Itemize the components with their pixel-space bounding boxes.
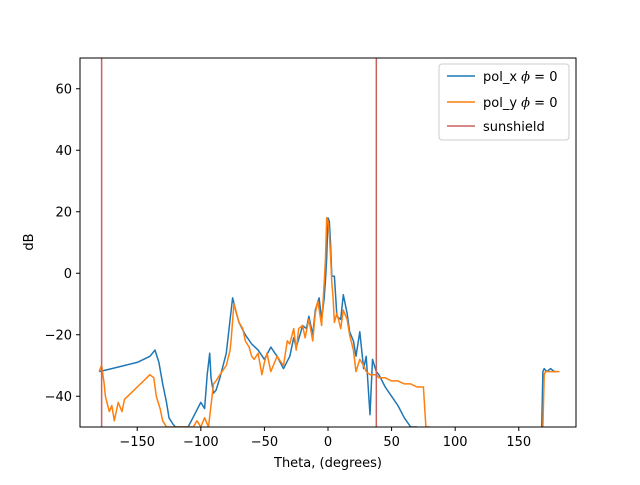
legend: pol_x ϕ = 0 pol_y ϕ = 0 sunshield [438,63,570,141]
series-line-pol-y [98,217,430,427]
y-tick-label: 40 [55,144,72,159]
x-tick-label: −150 [119,435,155,450]
y-axis-label: dB [22,233,37,250]
series-line-segment-3 [542,370,560,427]
x-ticks: −150 −100 −50 0 50 100 150 [119,427,531,450]
legend-label-pol-y: pol_y ϕ = 0 [483,96,557,111]
x-tick-label: 50 [383,435,400,450]
y-ticks: −40 −20 0 20 40 60 [45,82,80,405]
x-tick-label: 0 [324,435,332,450]
x-axis-label: Theta, (degrees) [273,456,382,471]
y-tick-label: −40 [45,390,72,405]
legend-item-pol-x: pol_x ϕ = 0 [447,70,557,85]
legend-item-sunshield: sunshield [447,120,545,135]
legend-box [438,63,570,141]
x-tick-label: 100 [443,435,468,450]
y-tick-label: 0 [64,267,72,282]
y-tick-label: 60 [55,82,72,97]
y-tick-label: −20 [45,328,72,343]
y-tick-label: 20 [55,205,72,220]
x-tick-label: −50 [251,435,278,450]
legend-item-pol-y: pol_y ϕ = 0 [447,96,557,111]
x-tick-label: −100 [183,435,219,450]
series-layer [98,58,560,427]
x-tick-label: 150 [506,435,531,450]
legend-label-pol-x: pol_x ϕ = 0 [483,70,557,85]
legend-label-sunshield: sunshield [483,120,545,135]
